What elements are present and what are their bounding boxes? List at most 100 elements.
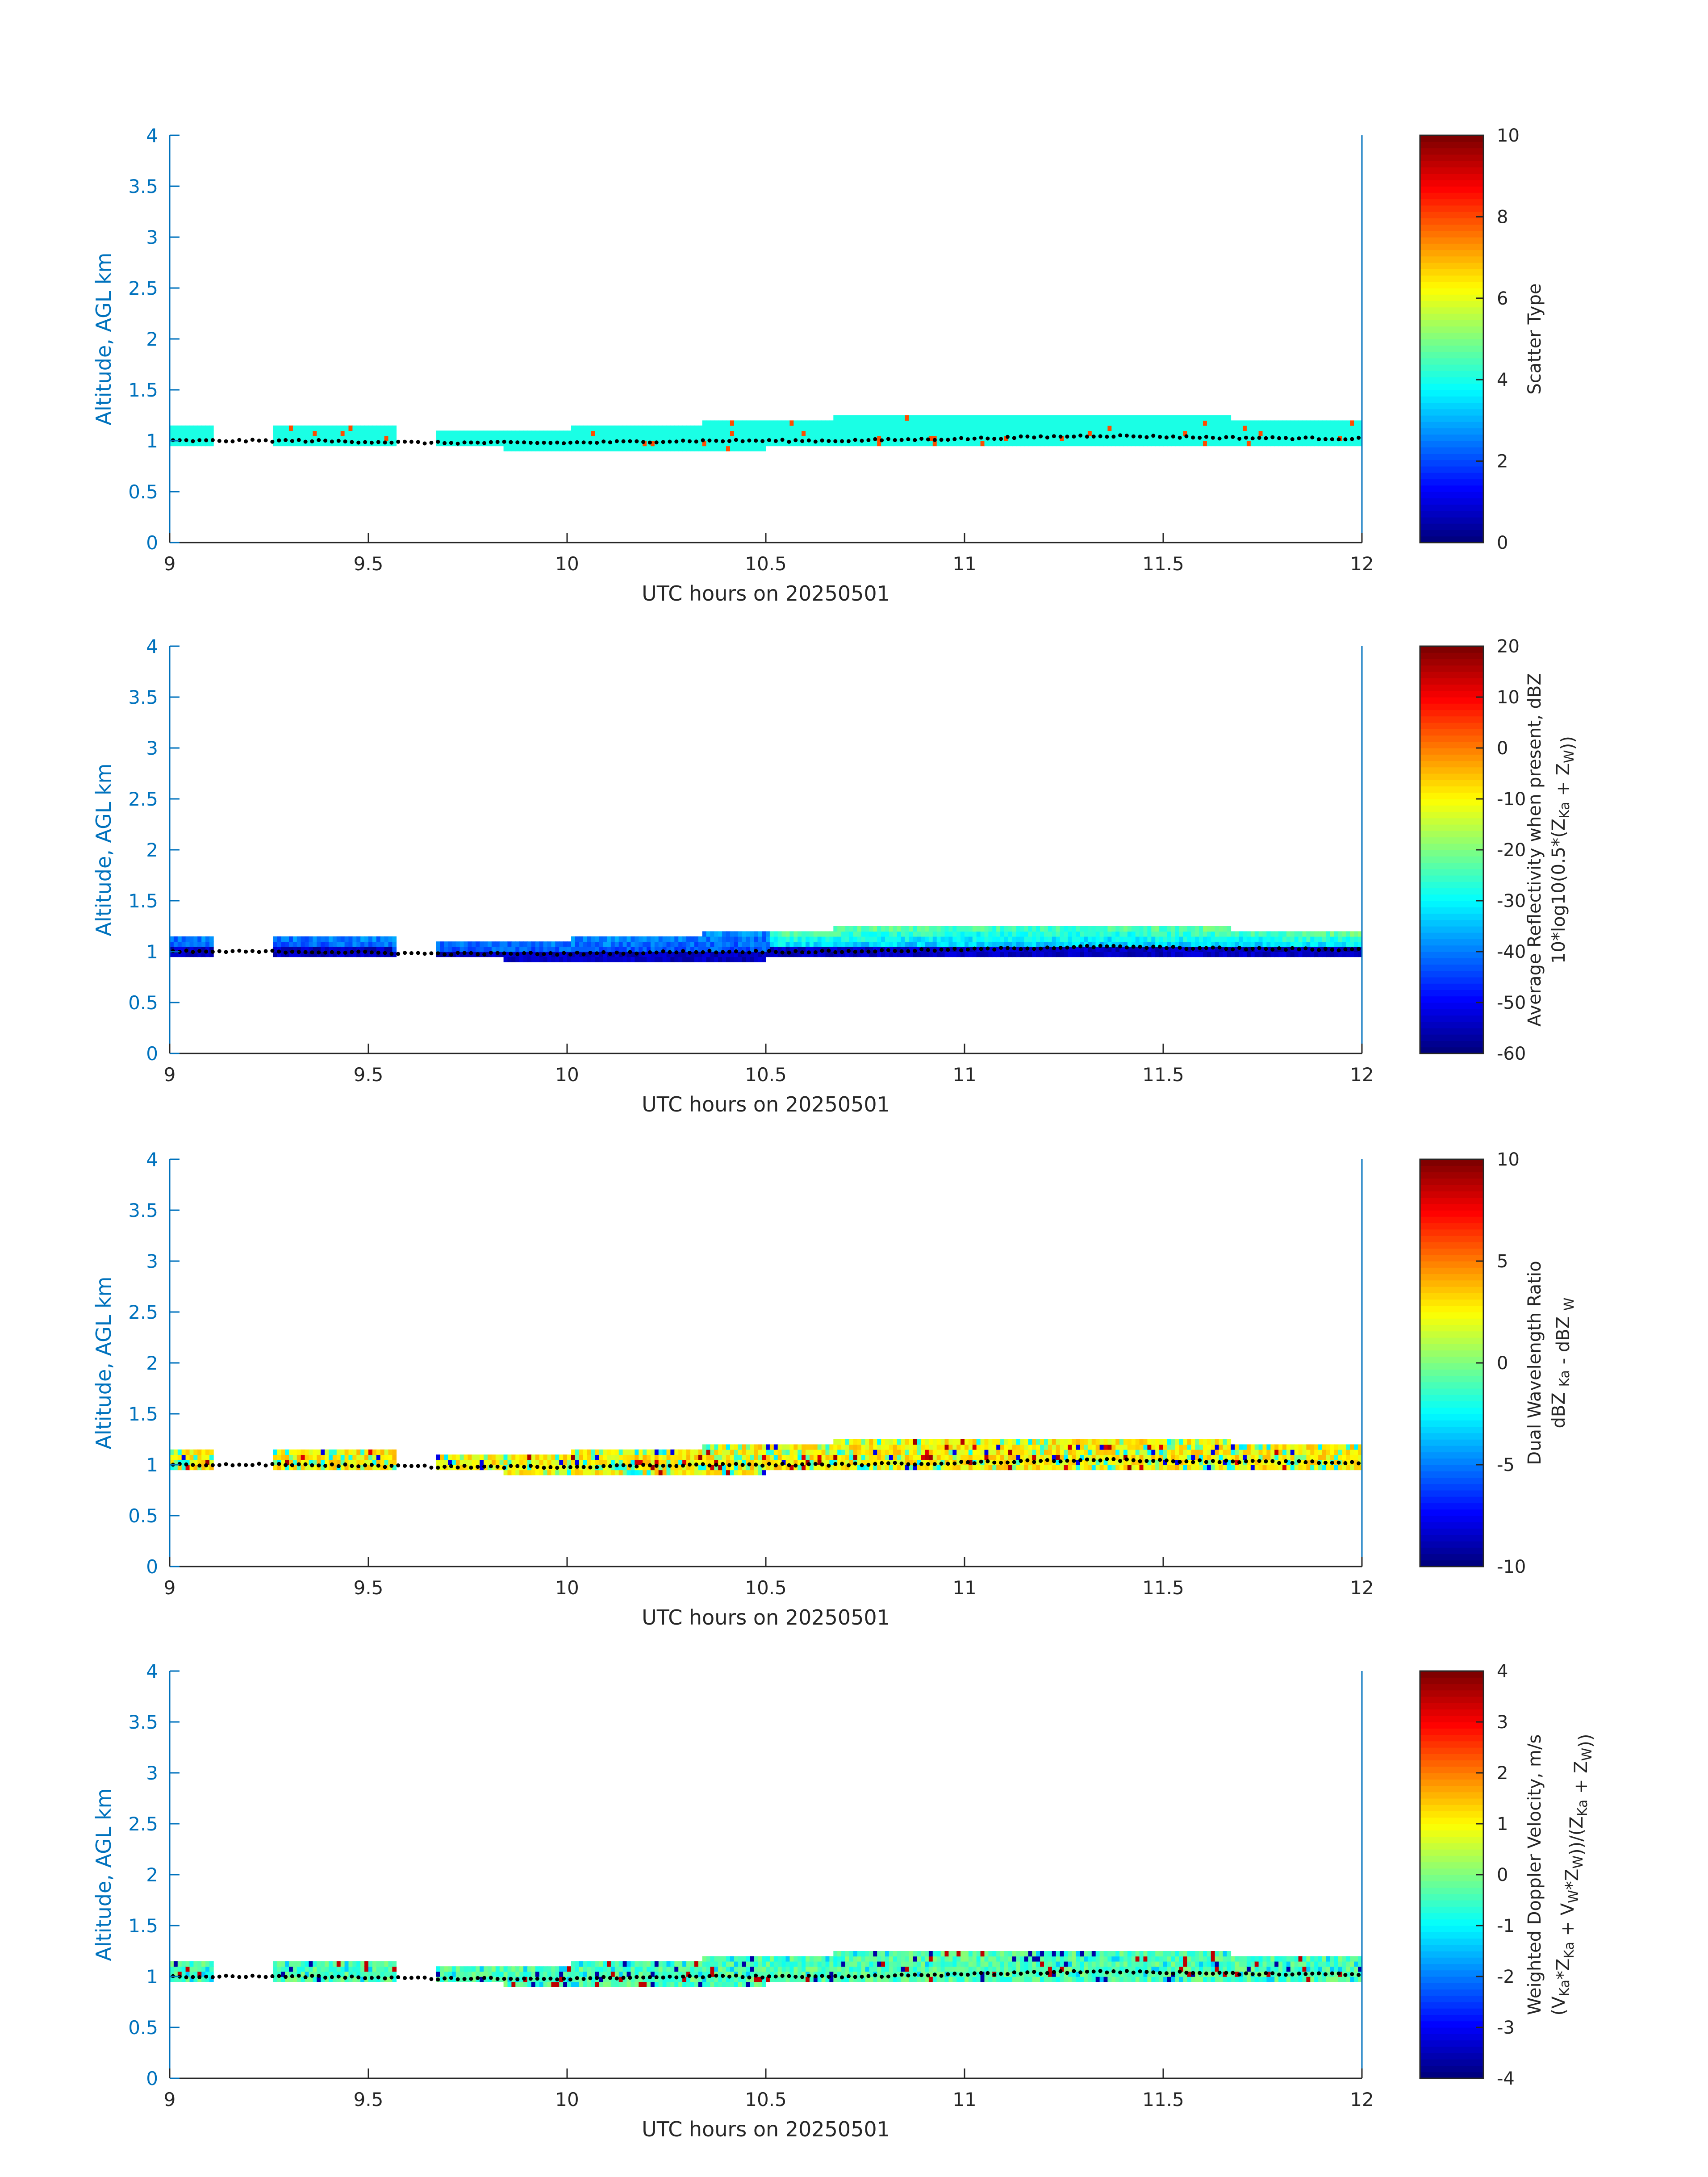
heatmap-cell <box>273 936 278 942</box>
heatmap-cell <box>618 1459 623 1465</box>
heatmap-cell <box>754 941 758 947</box>
heatmap-cell <box>583 946 588 952</box>
cloud-base-dot <box>992 947 997 952</box>
heatmap-cell <box>1080 1439 1084 1445</box>
heatmap-cell <box>1183 952 1188 957</box>
heatmap-cell <box>1358 1449 1362 1455</box>
heatmap-cell <box>1302 425 1307 431</box>
heatmap-cell <box>674 1449 679 1455</box>
heatmap-cell <box>1266 1454 1271 1460</box>
heatmap-cell <box>1123 420 1128 426</box>
heatmap-cell <box>901 926 906 932</box>
heatmap-cell <box>813 420 818 426</box>
heatmap-cell <box>913 931 917 937</box>
heatmap-cell <box>499 941 504 947</box>
heatmap-cell <box>936 926 941 932</box>
heatmap-cell <box>758 931 762 937</box>
heatmap-cell <box>909 941 914 947</box>
heatmap-cell <box>921 941 925 947</box>
heatmap-cell <box>1107 1465 1112 1471</box>
heatmap-cell <box>802 936 806 942</box>
heatmap-cell <box>1048 1439 1052 1445</box>
heatmap-cell <box>1052 1465 1057 1471</box>
heatmap-cell <box>1179 931 1184 937</box>
heatmap-cell <box>1056 926 1061 932</box>
heatmap-cell <box>1270 1465 1275 1471</box>
y-axis-title: Altitude, AGL km <box>92 252 116 425</box>
heatmap-cell <box>825 952 830 957</box>
heatmap-cell <box>1060 952 1065 957</box>
heatmap-cell <box>1223 931 1228 937</box>
heatmap-cell <box>1330 1465 1335 1471</box>
heatmap-cell <box>944 441 949 447</box>
heatmap-cell <box>1095 1454 1100 1460</box>
heatmap-cell <box>1155 931 1160 937</box>
heatmap-cell <box>773 1465 778 1471</box>
colorbar-swatch <box>1420 773 1483 780</box>
heatmap-cell <box>1099 435 1104 441</box>
cloud-base-dot <box>436 439 440 444</box>
heatmap-cell <box>678 446 683 451</box>
cloud-base-dot <box>350 1464 354 1468</box>
heatmap-cell <box>1187 1449 1192 1455</box>
colorbar-swatch <box>1420 652 1483 660</box>
heatmap-cell <box>913 936 917 942</box>
heatmap-cell <box>193 936 198 942</box>
cloud-base-dot <box>734 949 738 953</box>
heatmap-cell <box>539 435 544 441</box>
heatmap-cell <box>1227 420 1232 426</box>
heatmap-cell <box>928 415 933 421</box>
heatmap-cell <box>285 952 289 957</box>
heatmap-cell <box>607 430 611 436</box>
colorbar-swatch <box>1420 710 1483 717</box>
heatmap-cell <box>734 420 739 426</box>
heatmap-cell <box>1282 1454 1287 1460</box>
heatmap-cell <box>798 1444 802 1450</box>
heatmap-cell <box>1262 1444 1267 1450</box>
heatmap-cell <box>519 952 524 957</box>
heatmap-cell <box>189 946 194 952</box>
heatmap-cell <box>1270 441 1275 447</box>
cloud-base-dot <box>317 438 321 442</box>
heatmap-cell <box>909 1454 914 1460</box>
heatmap-cell <box>1270 1454 1275 1460</box>
cloud-base-dot <box>1052 434 1056 439</box>
heatmap-cell <box>1151 430 1156 436</box>
heatmap-cell <box>380 425 385 431</box>
heatmap-cell <box>1159 946 1164 952</box>
cloud-base-dot <box>224 1462 228 1467</box>
heatmap-cell <box>992 931 997 937</box>
heatmap-cell <box>1294 420 1299 426</box>
heatmap-cell <box>806 946 810 952</box>
heatmap-cell <box>793 931 798 937</box>
heatmap-cell <box>507 435 512 441</box>
cloud-base-dot <box>721 439 725 443</box>
heatmap-cell <box>806 1459 810 1465</box>
cloud-base-dot <box>555 440 560 445</box>
heatmap-cell <box>551 946 556 952</box>
heatmap-cell <box>865 415 870 421</box>
colorbar-swatch <box>1420 243 1483 251</box>
heatmap-cell <box>1354 952 1358 957</box>
heatmap-cell <box>317 1449 321 1455</box>
heatmap-cell <box>972 420 977 426</box>
heatmap-cell <box>833 941 838 947</box>
heatmap-cell <box>170 952 174 957</box>
heatmap-cell <box>571 946 576 952</box>
heatmap-cell <box>932 1454 937 1460</box>
cloud-base-dot <box>608 440 612 445</box>
heatmap-cell <box>1008 952 1013 957</box>
heatmap-cell <box>686 446 691 451</box>
heatmap-cell <box>301 1459 305 1465</box>
heatmap-cell <box>348 1459 353 1465</box>
heatmap-cell <box>1099 931 1104 937</box>
heatmap-cell <box>682 1465 687 1471</box>
heatmap-cell <box>730 425 735 431</box>
heatmap-cell <box>1167 1444 1172 1450</box>
heatmap-cell <box>647 957 651 962</box>
heatmap-cell <box>1334 936 1339 942</box>
heatmap-cell <box>837 420 842 426</box>
heatmap-cell <box>650 1459 655 1465</box>
heatmap-cell <box>762 1459 766 1465</box>
colorbar-swatch <box>1420 754 1483 761</box>
